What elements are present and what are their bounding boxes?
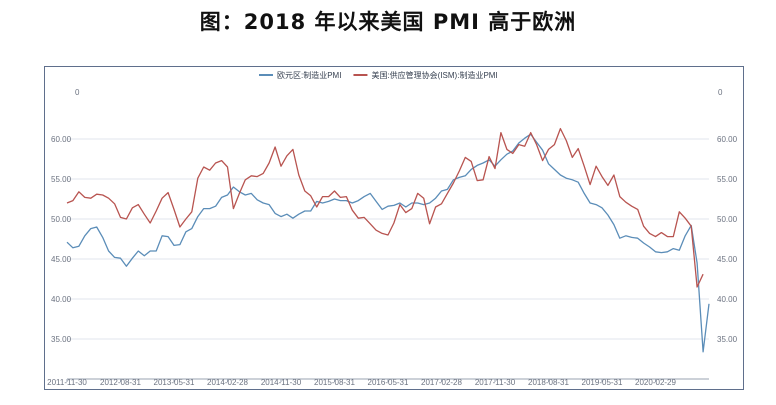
gridlines: [67, 138, 709, 340]
x-tick-label: 2014-02-28: [207, 378, 248, 387]
x-tick-label: 2011-11-30: [47, 378, 87, 387]
x-tick-label: 2017-11-30: [475, 378, 516, 387]
y-axis-top-label-left: 0: [75, 88, 80, 97]
series-line-us-ism-pmi: [66, 127, 704, 288]
series-lines: [66, 127, 710, 353]
x-tick-label: 2016-05-31: [368, 378, 409, 387]
y-tick-label-left: 50.00: [51, 215, 72, 224]
legend-label: 欧元区:制造业PMI: [277, 70, 341, 80]
x-tick-label: 2019-05-31: [582, 378, 623, 387]
y-tick-label-right: 55.00: [717, 175, 738, 184]
y-tick-label-right: 45.00: [717, 255, 738, 264]
y-tick-label-right: 40.00: [717, 295, 738, 304]
x-tick-label: 2013-05-31: [154, 378, 195, 387]
x-tick-label: 2020-02-29: [635, 378, 676, 387]
y-tick-label-left: 35.00: [51, 335, 72, 344]
y-tick-label-right: 35.00: [717, 335, 738, 344]
y-tick-label-left: 55.00: [51, 175, 72, 184]
x-tick-label: 2014-11-30: [261, 378, 302, 387]
y-axis-right: 60.00 55.00 50.00 45.00 40.00 35.00 0: [717, 88, 738, 344]
pmi-line-chart: 60.00 55.00 50.00 45.00 40.00 35.00 0 60.00 55.…: [47, 70, 738, 387]
y-tick-label-right: 50.00: [717, 215, 738, 224]
y-axis-top-label-right: 0: [718, 88, 723, 97]
series-line-eurozone-pmi: [66, 133, 710, 353]
chart-title: 图：2018 年以来美国 PMI 高于欧洲: [199, 10, 577, 34]
x-tick-label: 2018-08-31: [528, 378, 569, 387]
x-tick-label: 2012-08-31: [100, 378, 141, 387]
y-axis-left: 60.00 55.00 50.00 45.00 40.00 35.00 0: [51, 88, 80, 344]
x-tick-label: 2015-08-31: [314, 378, 355, 387]
legend: 欧元区:制造业PMI 美国:供应管理协会(ISM):制造业PMI: [259, 70, 498, 80]
y-tick-label-left: 45.00: [51, 255, 72, 264]
chart-frame: 60.00 55.00 50.00 45.00 40.00 35.00 0 60.00 55.…: [44, 66, 744, 390]
y-tick-label-right: 60.00: [717, 135, 738, 144]
legend-label: 美国:供应管理协会(ISM):制造业PMI: [371, 70, 497, 80]
x-tick-label: 2017-02-28: [421, 378, 462, 387]
x-axis: 2011-11-30 2012-08-31 2013-05-31 2014-02-28…: [47, 378, 709, 387]
y-tick-label-left: 40.00: [51, 295, 72, 304]
y-tick-label-left: 60.00: [51, 135, 72, 144]
